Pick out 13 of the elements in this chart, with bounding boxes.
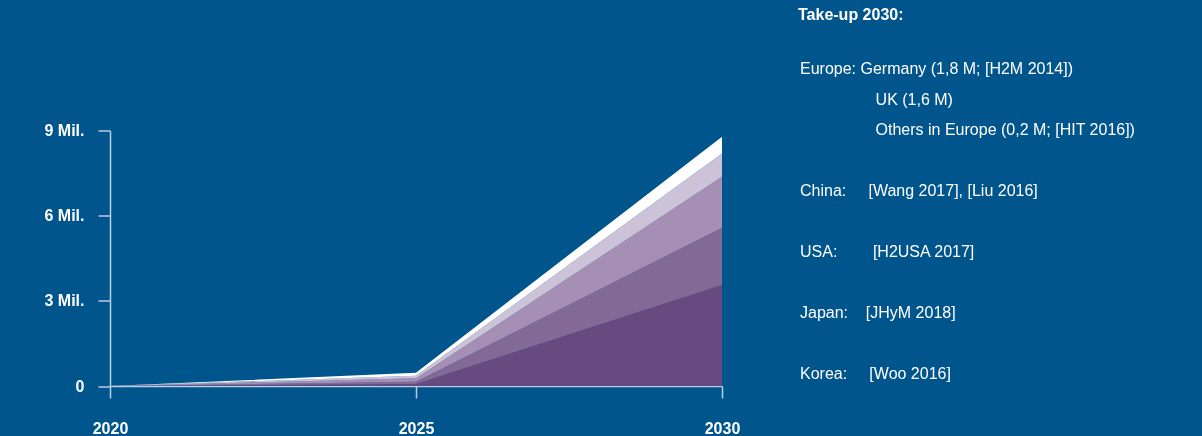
text: USA: [H2USA 2017] — [800, 242, 976, 262]
text: Korea: [Woo 2016] — [800, 364, 952, 384]
y-tick-label: 0 — [75, 377, 85, 395]
y-tick-label: 6 Mil. — [44, 207, 85, 225]
text: Europe: Germany (1,8 M; [H2M 2014]) UK (1,6 M) Others in Europe (0,2 M; [HIT 2016]) — [800, 59, 1135, 140]
x-tick-label: 2030 — [704, 419, 741, 436]
x-tick-label: 2025 — [398, 419, 435, 436]
x-tick-label: 2020 — [92, 419, 129, 436]
text: Take-up 2030: — [798, 6, 905, 24]
text: China: [Wang 2017], [Liu 2016] — [800, 181, 1039, 201]
y-tick-label: 3 Mil. — [44, 292, 85, 310]
text: Japan: [JHyM 2018] — [800, 303, 957, 323]
y-tick-label: 9 Mil. — [44, 122, 85, 139]
